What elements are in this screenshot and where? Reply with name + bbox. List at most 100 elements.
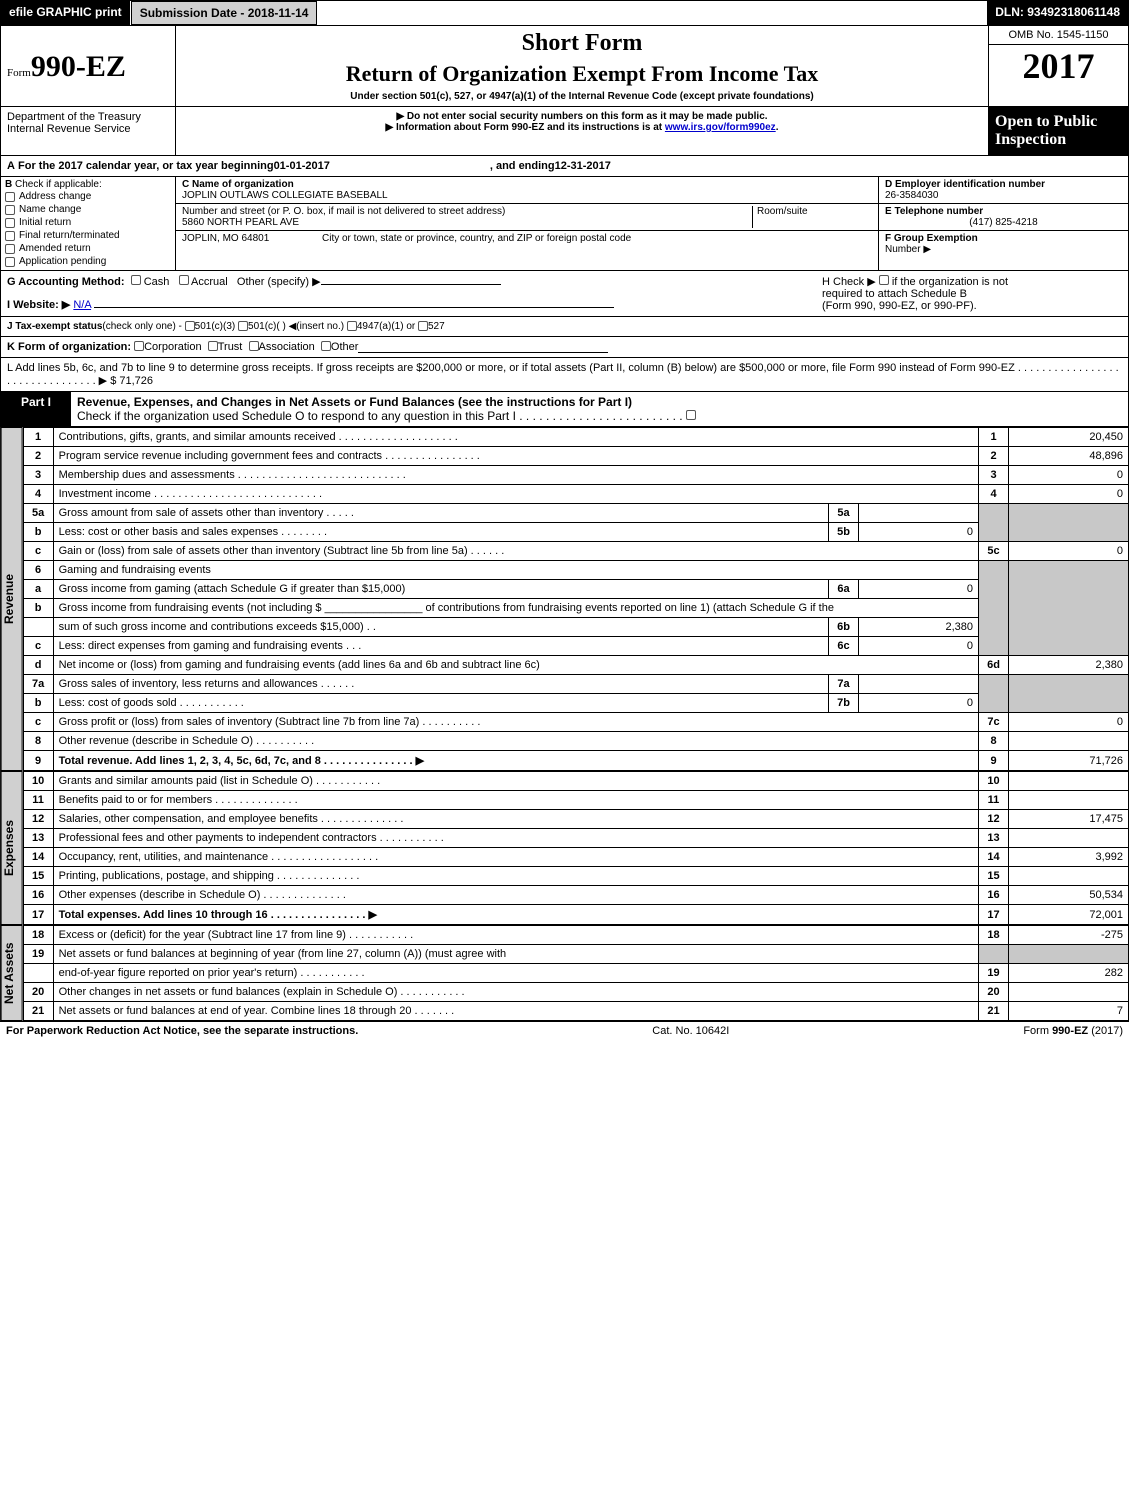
ln-1: 1	[23, 428, 53, 447]
rl-4: 4	[979, 485, 1009, 504]
ln-6: 6	[23, 561, 53, 580]
cb-cash[interactable]	[131, 275, 141, 285]
form-header: Form990-EZ Short Form Return of Organiza…	[0, 26, 1129, 107]
desc-5c: Gain or (loss) from sale of assets other…	[53, 542, 978, 561]
amt-19b: 282	[1009, 964, 1129, 983]
opt-accrual: Accrual	[191, 276, 228, 288]
expenses-block: Expenses 10Grants and similar amounts pa…	[0, 771, 1129, 925]
line-l-text: L Add lines 5b, 6c, and 7b to line 9 to …	[7, 362, 1122, 387]
cb-application-pending[interactable]	[5, 257, 15, 267]
shade-5amt	[1009, 504, 1129, 542]
line-j-label: J Tax-exempt status	[7, 321, 102, 332]
cb-501c[interactable]	[238, 321, 248, 331]
rl-2: 2	[979, 447, 1009, 466]
open-public-1: Open to Public	[995, 113, 1122, 131]
omb-number: OMB No. 1545-1150	[989, 26, 1128, 45]
desc-6b: Gross income from fundraising events (no…	[53, 599, 978, 618]
box-e-label: E Telephone number	[885, 206, 983, 217]
part1-title: Revenue, Expenses, and Changes in Net As…	[77, 395, 632, 409]
form990ez-link[interactable]: www.irs.gov/form990ez	[665, 122, 776, 133]
line-a-end: 12-31-2017	[555, 160, 611, 172]
cb-assoc[interactable]	[249, 341, 259, 351]
desc-2: Program service revenue including govern…	[53, 447, 978, 466]
amt-2: 48,896	[1009, 447, 1129, 466]
netassets-table: 18Excess or (deficit) for the year (Subt…	[23, 925, 1129, 1021]
cb-address-change[interactable]	[5, 192, 15, 202]
cb-other-org[interactable]	[321, 341, 331, 351]
cb-4947[interactable]	[347, 321, 357, 331]
ln-17: 17	[23, 905, 53, 925]
revenue-block: Revenue 1Contributions, gifts, grants, a…	[0, 427, 1129, 771]
desc-1: Contributions, gifts, grants, and simila…	[53, 428, 978, 447]
cb-amended-return[interactable]	[5, 244, 15, 254]
cb-trust[interactable]	[208, 341, 218, 351]
cb-527[interactable]	[418, 321, 428, 331]
cb-line-h[interactable]	[879, 275, 889, 285]
phone-value: (417) 825-4218	[885, 217, 1122, 228]
ln-19: 19	[23, 945, 53, 964]
ln-13: 13	[23, 829, 53, 848]
desc-21: Net assets or fund balances at end of ye…	[53, 1002, 978, 1021]
cb-final-return[interactable]	[5, 231, 15, 241]
desc-16: Other expenses (describe in Schedule O) …	[53, 886, 978, 905]
shade-19	[979, 945, 1009, 964]
amt-6d: 2,380	[1009, 656, 1129, 675]
ln-16: 16	[23, 886, 53, 905]
desc-3: Membership dues and assessments . . . . …	[53, 466, 978, 485]
line-h-text1: H Check ▶	[822, 276, 876, 288]
rl-3: 3	[979, 466, 1009, 485]
rl-15: 15	[979, 867, 1009, 886]
ln-11: 11	[23, 791, 53, 810]
cb-initial-return[interactable]	[5, 218, 15, 228]
desc-19: Net assets or fund balances at beginning…	[53, 945, 978, 964]
efile-print-button[interactable]: efile GRAPHIC print	[1, 1, 131, 25]
desc-6d: Net income or (loss) from gaming and fun…	[53, 656, 978, 675]
ln-6c: c	[23, 637, 53, 656]
subamt-5b: 0	[859, 523, 979, 542]
desc-17: Total expenses. Add lines 10 through 16 …	[53, 905, 978, 925]
opt-name-change: Name change	[19, 204, 81, 215]
amt-4: 0	[1009, 485, 1129, 504]
dept-center: ▶ Do not enter social security numbers o…	[176, 107, 988, 155]
desc-10: Grants and similar amounts paid (list in…	[53, 772, 978, 791]
org-name: JOPLIN OUTLAWS COLLEGIATE BASEBALL	[182, 190, 872, 201]
desc-7b: Less: cost of goods sold . . . . . . . .…	[53, 694, 828, 713]
opt-4947: 4947(a)(1) or	[357, 321, 415, 332]
desc-6a: Gross income from gaming (attach Schedul…	[53, 580, 828, 599]
line-gh: G Accounting Method: Cash Accrual Other …	[0, 271, 1129, 317]
opt-assoc: Association	[259, 341, 315, 353]
opt-other-org: Other	[331, 341, 359, 353]
rl-6d: 6d	[979, 656, 1009, 675]
amt-20	[1009, 983, 1129, 1002]
form-prefix: Form	[7, 67, 31, 79]
desc-9: Total revenue. Add lines 1, 2, 3, 4, 5c,…	[53, 751, 978, 771]
dept-bullet2-post: .	[776, 122, 779, 133]
footer-right: Form 990-EZ (2017)	[1023, 1025, 1123, 1037]
part1-label: Part I	[1, 392, 71, 426]
cb-501c3[interactable]	[185, 321, 195, 331]
netassets-block: Net Assets 18Excess or (deficit) for the…	[0, 925, 1129, 1021]
amt-1: 20,450	[1009, 428, 1129, 447]
box-b-label: Check if applicable:	[15, 179, 102, 190]
line-j: J Tax-exempt status (check only one) - 5…	[0, 317, 1129, 337]
ln-6b: b	[23, 599, 53, 618]
tax-year: 2017	[989, 45, 1128, 87]
cb-part1-schedule-o[interactable]	[686, 410, 696, 420]
rl-7c: 7c	[979, 713, 1009, 732]
ln-6a: a	[23, 580, 53, 599]
shade-6	[979, 561, 1009, 656]
line-i-label: I Website: ▶	[7, 299, 70, 311]
side-netassets: Net Assets	[1, 925, 23, 1021]
website-value[interactable]: N/A	[73, 299, 91, 311]
ln-7b: b	[23, 694, 53, 713]
rl-17: 17	[979, 905, 1009, 925]
shade-6amt	[1009, 561, 1129, 656]
rl-12: 12	[979, 810, 1009, 829]
dept-row: Department of the Treasury Internal Reve…	[0, 107, 1129, 156]
box-d-label: D Employer identification number	[885, 179, 1045, 190]
city-label: City or town, state or province, country…	[322, 233, 631, 244]
cb-name-change[interactable]	[5, 205, 15, 215]
cb-accrual[interactable]	[179, 275, 189, 285]
ln-6d: d	[23, 656, 53, 675]
cb-corp[interactable]	[134, 341, 144, 351]
